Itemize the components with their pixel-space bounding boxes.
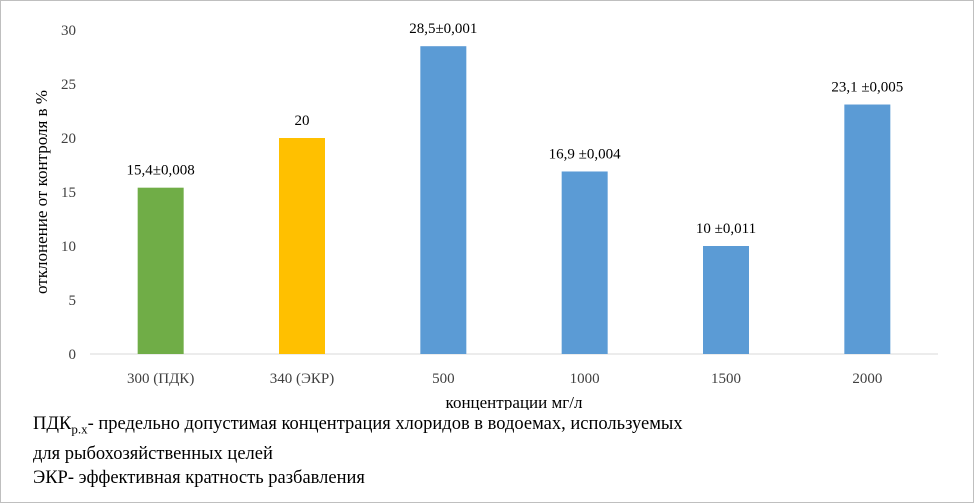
pdk-definition: - предельно допустимая концентрация хлор… [87, 414, 683, 434]
y-axis-ticks: 0 5 10 15 20 25 30 [61, 23, 76, 363]
bar [844, 104, 891, 355]
y-tick-label: 0 [69, 347, 77, 363]
data-label: 23,1 ±0,005 [831, 80, 903, 96]
footnote-line-3: ЭКР- эффективная кратность разбавления [33, 467, 365, 488]
y-tick-label: 20 [61, 131, 76, 147]
pdk-subscript: р.х [71, 421, 88, 437]
bar [420, 46, 467, 354]
x-tick-label: 500 [432, 371, 455, 387]
y-tick-label: 25 [61, 77, 76, 93]
data-label: 20 [295, 113, 310, 129]
x-axis-title: концентрации мг/л [446, 393, 583, 410]
bar [561, 171, 608, 354]
data-label: 28,5±0,001 [409, 21, 477, 37]
pdk-abbr: ПДК [33, 414, 72, 434]
y-tick-label: 10 [61, 239, 76, 255]
x-tick-label: 1000 [570, 371, 600, 387]
y-axis-title: отклонение от контроля в % [32, 90, 51, 294]
x-tick-label: 300 (ПДК) [127, 371, 194, 387]
x-tick-label: 340 (ЭКР) [270, 371, 335, 387]
bar [279, 138, 325, 354]
bars [137, 46, 891, 355]
data-labels: 15,4±0,008 20 28,5±0,001 16,9 ±0,004 10 ±0,0… [127, 21, 904, 237]
data-label: 10 ±0,011 [696, 221, 756, 237]
footnote-line-2: для рыбохозяйственных целей [33, 443, 273, 464]
y-tick-label: 30 [61, 23, 76, 39]
bar [703, 246, 749, 354]
x-axis-ticks: 300 (ПДК) 340 (ЭКР) 500 1000 1500 2000 [127, 371, 882, 387]
footnote-line-1: ПДКр.х- предельно допустимая концентраци… [33, 412, 933, 442]
x-tick-label: 2000 [852, 371, 882, 387]
bar [137, 187, 184, 354]
data-label: 15,4±0,008 [127, 163, 195, 179]
data-label: 16,9 ±0,004 [549, 146, 621, 162]
x-tick-label: 1500 [711, 371, 741, 387]
y-tick-label: 5 [69, 293, 77, 309]
y-tick-label: 15 [61, 185, 76, 201]
footnote: ПДКр.х- предельно допустимая концентраци… [33, 412, 933, 490]
bar-chart: 0 5 10 15 20 25 30 15,4±0,008 20 28,5±0,001 16,9 … [32, 21, 938, 410]
